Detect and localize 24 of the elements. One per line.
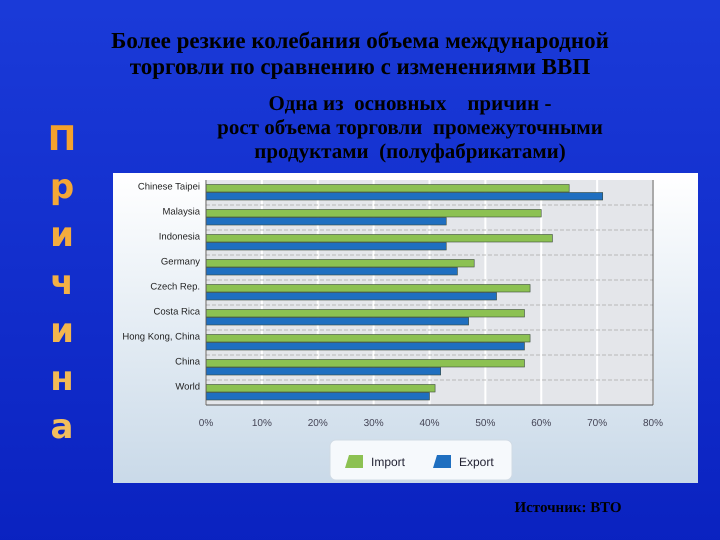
x-tick-label: 30%: [364, 418, 384, 429]
chart-subtitle: Одна из основных причин - рост объема торговли промежуточными продуктами (полуфабрикатами): [217, 91, 603, 163]
legend-label: Export: [459, 455, 494, 469]
x-tick-label: 50%: [475, 418, 496, 429]
x-tick-label: 80%: [642, 418, 664, 429]
y-tick-label: Czech Rep.: [150, 282, 200, 292]
y-tick-label: Indonesia: [158, 232, 201, 242]
x-tick-label: 0%: [198, 418, 214, 429]
legend-label: Import: [371, 455, 406, 469]
chart-title: Более резкие колебания объема международной торговли по сравнению с изменениями ВВП: [111, 28, 609, 79]
text: Источник: ВТО: [514, 500, 622, 516]
y-tick-label: Malaysia: [162, 206, 201, 218]
y-tick-label: Germany: [160, 256, 200, 268]
x-tick-label: 70%: [587, 418, 608, 429]
x-tick-label: 40%: [419, 418, 440, 429]
x-tick-label: 10%: [252, 418, 272, 429]
x-tick-label: 20%: [308, 418, 328, 429]
x-tick-label: 60%: [531, 418, 552, 429]
y-tick-label: Costa Rica: [154, 306, 201, 318]
y-tick-label: World: [175, 382, 200, 392]
y-tick-label: Chinese Taipei: [138, 182, 200, 192]
y-tick-label: Hong Kong, China: [122, 332, 201, 342]
text: Причина: [48, 119, 76, 447]
y-tick-label: China: [175, 356, 201, 368]
